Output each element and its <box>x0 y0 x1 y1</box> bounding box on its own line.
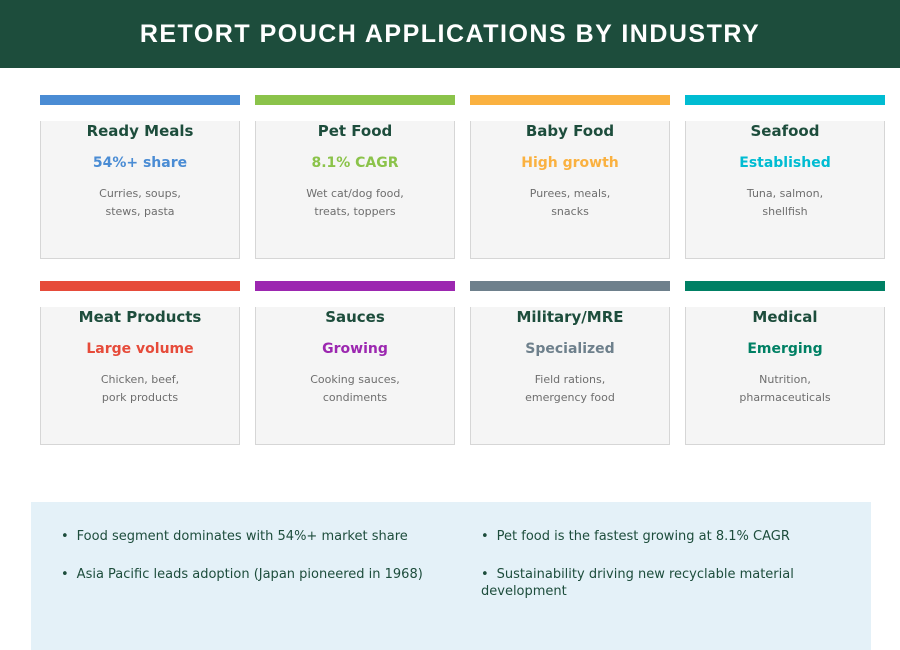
card-description-line2: snacks <box>551 205 589 218</box>
insight-item: • Food segment dominates with 54%+ market… <box>61 528 481 545</box>
card-description-line2: pharmaceuticals <box>739 391 831 404</box>
card-accent-bar <box>685 95 885 105</box>
card-description-line1: Chicken, beef, <box>100 373 180 386</box>
card-sauces: Sauces Growing Cooking sauces, condiment… <box>255 281 455 445</box>
card-description-line1: Field rations, <box>534 373 606 386</box>
card-baby-food: Baby Food High growth Purees, meals, sna… <box>470 95 670 259</box>
card-description: Curries, soups, stews, pasta <box>41 185 239 221</box>
bullet-icon: • <box>61 529 69 544</box>
card-accent-bar <box>40 95 240 105</box>
card-subtitle: High growth <box>521 155 619 171</box>
card-accent-bar <box>255 95 455 105</box>
key-insights-panel: • Food segment dominates with 54%+ market… <box>31 502 871 650</box>
card-description-line2: pork products <box>101 391 179 404</box>
card-description-line1: Purees, meals, <box>529 187 611 200</box>
card-description-line1: Curries, soups, <box>99 187 181 200</box>
card-seafood: Seafood Established Tuna, salmon, shellf… <box>685 95 885 259</box>
insight-text: Sustainability driving new recyclable ma… <box>481 567 794 599</box>
card-title: Seafood <box>750 122 820 140</box>
insight-text: Food segment dominates with 54%+ market … <box>76 529 408 544</box>
card-body: Pet Food 8.1% CAGR Wet cat/dog food, tre… <box>255 121 455 259</box>
insight-item: • Sustainability driving new recyclable m… <box>481 566 871 600</box>
header-banner: RETORT POUCH APPLICATIONS BY INDUSTRY <box>0 0 900 68</box>
card-description-line2: condiments <box>322 391 388 404</box>
insights-column-right: • Pet food is the fastest growing at 8.1%… <box>481 528 871 621</box>
card-title: Military/MRE <box>516 308 624 326</box>
card-description: Chicken, beef, pork products <box>41 371 239 407</box>
card-ready-meals: Ready Meals 54%+ share Curries, soups, s… <box>40 95 240 259</box>
card-description-line2: shellfish <box>762 205 808 218</box>
bullet-icon: • <box>481 567 489 582</box>
card-accent-bar <box>470 281 670 291</box>
card-medical: Medical Emerging Nutrition, pharmaceutic… <box>685 281 885 445</box>
card-title: Pet Food <box>317 122 393 140</box>
insight-text: Asia Pacific leads adoption (Japan pione… <box>76 567 423 582</box>
card-description-line1: Wet cat/dog food, <box>306 187 404 200</box>
card-subtitle: Specialized <box>525 341 615 357</box>
page-title: RETORT POUCH APPLICATIONS BY INDUSTRY <box>139 19 761 48</box>
insight-text: Pet food is the fastest growing at 8.1% … <box>496 529 790 544</box>
card-military-mre: Military/MRE Specialized Field rations, … <box>470 281 670 445</box>
insight-item: • Asia Pacific leads adoption (Japan pion… <box>61 566 481 583</box>
card-title: Medical <box>752 308 818 326</box>
card-subtitle: Established <box>739 155 831 171</box>
card-body: Seafood Established Tuna, salmon, shellf… <box>685 121 885 259</box>
card-subtitle: Large volume <box>86 341 194 357</box>
card-description-line1: Tuna, salmon, <box>746 187 824 200</box>
card-description-line1: Nutrition, <box>759 373 811 386</box>
card-body: Military/MRE Specialized Field rations, … <box>470 307 670 445</box>
card-description: Wet cat/dog food, treats, toppers <box>256 185 454 221</box>
card-title: Sauces <box>325 308 385 326</box>
card-description-line2: treats, toppers <box>314 205 396 218</box>
card-description: Purees, meals, snacks <box>471 185 669 221</box>
card-description: Field rations, emergency food <box>471 371 669 407</box>
card-subtitle: Emerging <box>747 341 823 357</box>
card-subtitle: 54%+ share <box>92 155 188 171</box>
card-body: Ready Meals 54%+ share Curries, soups, s… <box>40 121 240 259</box>
card-accent-bar <box>470 95 670 105</box>
card-accent-bar <box>685 281 885 291</box>
card-subtitle: 8.1% CAGR <box>311 155 399 171</box>
card-description: Tuna, salmon, shellfish <box>686 185 884 221</box>
card-description-line2: emergency food <box>525 391 615 404</box>
bullet-icon: • <box>481 529 489 544</box>
card-body: Medical Emerging Nutrition, pharmaceutic… <box>685 307 885 445</box>
industry-cards-grid: Ready Meals 54%+ share Curries, soups, s… <box>40 95 885 445</box>
card-body: Baby Food High growth Purees, meals, sna… <box>470 121 670 259</box>
card-description: Cooking sauces, condiments <box>256 371 454 407</box>
card-subtitle: Growing <box>322 341 388 357</box>
card-accent-bar <box>40 281 240 291</box>
insights-column-left: • Food segment dominates with 54%+ market… <box>61 528 481 621</box>
card-description-line2: stews, pasta <box>105 205 175 218</box>
card-meat-products: Meat Products Large volume Chicken, beef… <box>40 281 240 445</box>
bullet-icon: • <box>61 567 69 582</box>
card-pet-food: Pet Food 8.1% CAGR Wet cat/dog food, tre… <box>255 95 455 259</box>
card-body: Meat Products Large volume Chicken, beef… <box>40 307 240 445</box>
card-title: Meat Products <box>78 308 202 326</box>
card-description-line1: Cooking sauces, <box>310 373 400 386</box>
card-body: Sauces Growing Cooking sauces, condiment… <box>255 307 455 445</box>
card-accent-bar <box>255 281 455 291</box>
card-description: Nutrition, pharmaceuticals <box>686 371 884 407</box>
insight-item: • Pet food is the fastest growing at 8.1%… <box>481 528 871 545</box>
card-title: Baby Food <box>525 122 615 140</box>
card-title: Ready Meals <box>86 122 194 140</box>
